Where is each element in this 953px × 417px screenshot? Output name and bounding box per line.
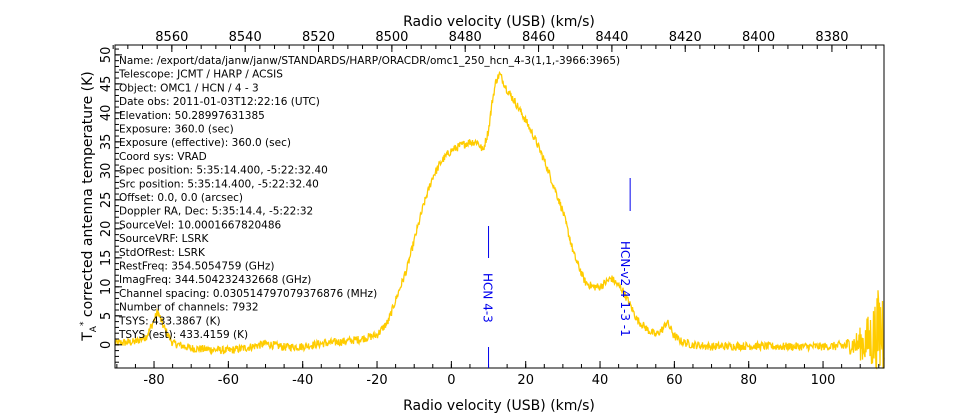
info-line: SourceVRF: LSRK — [119, 233, 209, 245]
y-tick-label: 40 — [99, 105, 114, 122]
x-tick-label: 80 — [740, 373, 757, 388]
bottom-axis-title: Radio velocity (USB) (km/s) — [403, 398, 595, 414]
y-tick-label: 30 — [99, 163, 114, 180]
info-line: Number of channels: 7932 — [119, 302, 259, 314]
y-axis-title-rest: corrected antenna temperature (K) — [80, 71, 96, 321]
y-axis-title-main: T — [80, 332, 96, 342]
x-tick-label: -20 — [366, 373, 387, 388]
y-tick-label: 0 — [99, 341, 114, 349]
info-line: Channel spacing: 0.030514797079376876 (M… — [119, 288, 377, 300]
y-axis-title-sub: A — [89, 325, 99, 332]
y-tick-label: 25 — [99, 192, 114, 209]
top-tick-label: 8520 — [302, 30, 335, 45]
x-tick-label: 20 — [517, 373, 534, 388]
top-tick-label: 8400 — [742, 30, 775, 45]
info-line: Telescope: JCMT / HARP / ACSIS — [118, 69, 283, 81]
spectrum-trace — [114, 70, 885, 370]
top-tick-label: 8540 — [229, 30, 262, 45]
svg-text:TA* corrected antenna temperat: TA* corrected antenna temperature (K) — [79, 71, 99, 342]
plot-frame — [114, 44, 885, 369]
info-line: TSYS: 433.3867 (K) — [118, 315, 221, 327]
top-tick-label: 8460 — [522, 30, 555, 45]
x-tick-label: -60 — [218, 373, 239, 388]
x-tick-label: -40 — [292, 373, 313, 388]
info-line: RestFreq: 354.5054759 (GHz) — [119, 261, 274, 273]
y-tick-label: 15 — [99, 250, 114, 267]
info-line: Name: /export/data/janw/janw/STANDARDS/H… — [119, 55, 620, 67]
y-tick-label: 5 — [99, 312, 114, 320]
info-line: Src position: 5:35:14.400, -5:22:32.40 — [119, 178, 319, 190]
info-line: Exposure (effective): 360.0 (sec) — [119, 137, 291, 149]
y-tick-label: 20 — [99, 221, 114, 238]
info-line: Date obs: 2011-01-03T12:22:16 (UTC) — [119, 96, 320, 108]
x-tick-label: 60 — [666, 373, 683, 388]
hcn-v2-marker-label: HCN-v2 4 1-3 -1 — [618, 241, 632, 337]
y-tick-label: 35 — [99, 134, 114, 151]
top-tick-label: 8560 — [155, 30, 188, 45]
spectrum-line — [114, 70, 885, 370]
top-tick-label: 8500 — [375, 30, 408, 45]
info-line: Spec position: 5:35:14.400, -5:22:32.40 — [119, 165, 328, 177]
info-line: Object: OMC1 / HCN / 4 - 3 — [119, 82, 259, 94]
info-line: TSYS (est): 433.4159 (K) — [118, 329, 248, 341]
top-tick-label: 8480 — [449, 30, 482, 45]
x-tick-label: 40 — [592, 373, 609, 388]
info-line: Exposure: 360.0 (sec) — [119, 124, 234, 136]
line-markers: HCN 4-3 HCN-v2 4 1-3 -1 — [481, 178, 632, 368]
info-line: StdOfRest: LSRK — [119, 247, 206, 259]
info-line: SourceVel: 10.0001667820486 — [119, 219, 282, 231]
x-tick-label: 100 — [811, 373, 836, 388]
info-line: ImagFreq: 344.504232432668 (GHz) — [119, 274, 311, 286]
info-line: Doppler RA, Dec: 5:35:14.4, -5:22:32 — [119, 206, 313, 218]
info-line: Coord sys: VRAD — [119, 151, 207, 163]
y-axis-title: TA* corrected antenna temperature (K) — [79, 71, 99, 342]
y-axis-title-sup: * — [79, 321, 89, 326]
top-axis-title: Radio velocity (USB) (km/s) — [403, 14, 595, 30]
top-tick-label: 8440 — [595, 30, 628, 45]
top-tick-label: 8420 — [669, 30, 702, 45]
info-line: Offset: 0.0, 0.0 (arcsec) — [119, 192, 243, 204]
hcn-marker-label: HCN 4-3 — [481, 273, 495, 323]
header-info-block: Name: /export/data/janw/janw/STANDARDS/H… — [118, 55, 620, 341]
y-tick-label: 50 — [99, 47, 114, 64]
y-tick-label: 45 — [99, 76, 114, 93]
top-tick-label: 8380 — [815, 30, 848, 45]
y-tick-label: 10 — [99, 279, 114, 296]
info-line: Elevation: 50.28997631385 — [119, 110, 265, 122]
x-tick-label: 0 — [447, 373, 455, 388]
x-tick-label: -80 — [143, 373, 164, 388]
